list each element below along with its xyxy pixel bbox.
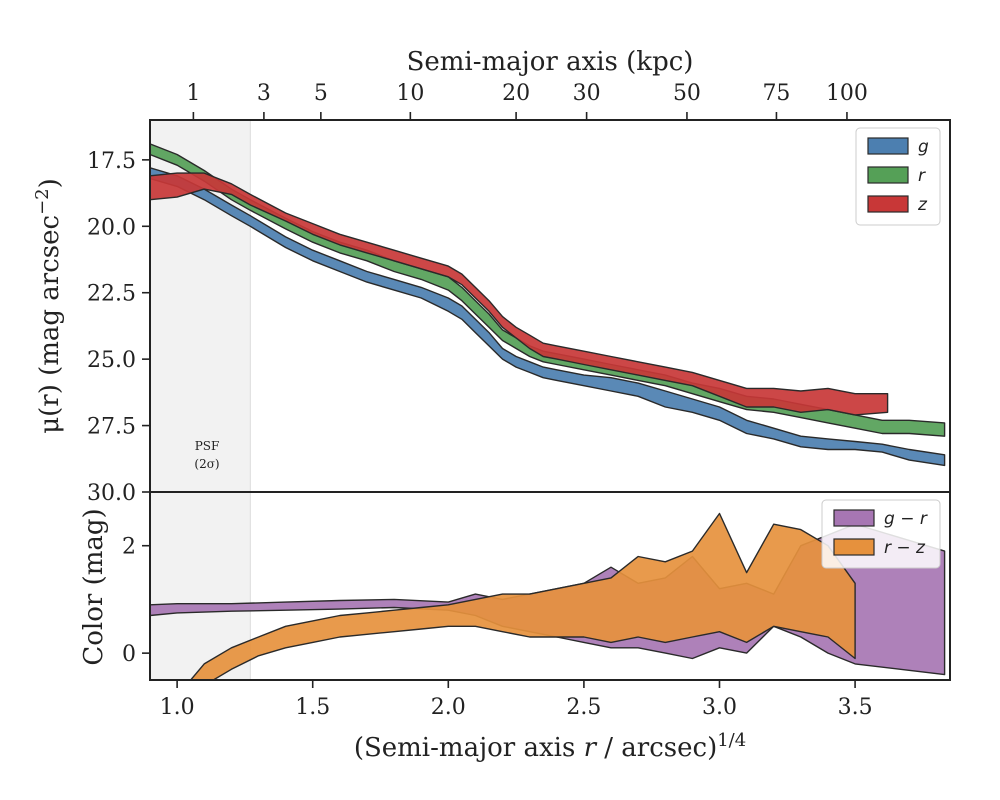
xlabel-rest: / arcsec) [596,733,717,763]
top-ytick-label-2: 22.5 [87,282,136,307]
top-panel-ylabel-main: μ(r) (mag arcsec [35,215,65,434]
top-legend-label-1: r [918,166,926,186]
top-frame [149,119,951,493]
top-series-0 [150,167,946,467]
xlabel-main: (Semi-major axis [354,733,584,763]
bottom-xtick-label-4: 3.0 [702,695,737,720]
psf-sigma-label: (2σ) [194,457,219,471]
top-ytick-label-0: 17.5 [87,149,136,174]
top-ytick-label-1: 20.0 [87,215,136,240]
bottom-plot-area: 0 2 1.0 1.5 2.0 2.5 3.0 3.5 g − r r − z [122,491,951,720]
top-axis-tick-label-7: 75 [762,81,790,106]
bottom-legend-label-0: g − r [884,509,928,529]
bottom-xtick-label-2: 2.0 [431,695,466,720]
top-axis-tick-label-4: 20 [502,81,530,106]
bottom-x-axis-label: (Semi-major axis r / arcsec)1/4 [354,730,746,763]
top-legend-swatch-0 [867,137,909,155]
top-ytick-label-3: 25.0 [87,348,136,373]
xlabel-r: r [584,733,598,763]
top-series-group [150,120,946,492]
bottom-xtick-label-0: 1.0 [160,695,195,720]
bottom-panel-ylabel: Color (mag) [79,508,109,665]
top-panel-ylabel-sup: −2 [32,188,53,215]
bottom-frame [149,491,951,681]
top-axis-tick-label-2: 5 [314,81,328,106]
bottom-ytick-label-0: 0 [122,642,136,667]
bottom-xtick-label-3: 2.5 [566,695,601,720]
psf-label: PSF [195,439,220,453]
xlabel-sup: 1/4 [717,730,746,751]
top-legend-label-2: z [917,195,928,215]
top-legend-swatch-1 [867,166,909,184]
top-axis-title: Semi-major axis (kpc) [407,47,694,77]
top-plot-area: 17.5 20.0 22.5 25.0 27.5 30.0 1 3 5 10 20 30 50 75 100… [87,81,951,506]
bottom-xtick-label-1: 1.5 [295,695,330,720]
top-axis-tick-label-6: 50 [673,81,701,106]
top-ytick-label-4: 27.5 [87,415,136,440]
bottom-xtick-label-5: 3.5 [838,695,873,720]
top-axis-tick-label-3: 10 [396,81,424,106]
bottom-series-group [150,492,946,680]
top-axis-tick-label-5: 30 [573,81,601,106]
top-legend-swatch-2 [867,195,909,213]
bottom-legend-swatch-1 [833,538,875,556]
top-panel-ylabel-close: ) [35,178,65,188]
bottom-series-1 [190,512,856,680]
top-series-2 [150,172,889,416]
top-axis-tick-label-8: 100 [826,81,868,106]
top-legend-label-0: g [918,137,929,157]
top-axis-tick-label-0: 1 [186,81,200,106]
bottom-ytick-label-1: 2 [122,535,136,560]
top-ytick-label-5: 30.0 [87,481,136,506]
bottom-legend-label-1: r − z [884,538,926,558]
top-axis-tick-label-1: 3 [257,81,271,106]
bottom-legend-swatch-0 [833,509,875,527]
top-panel-ylabel: μ(r) (mag arcsec−2) [32,178,65,434]
